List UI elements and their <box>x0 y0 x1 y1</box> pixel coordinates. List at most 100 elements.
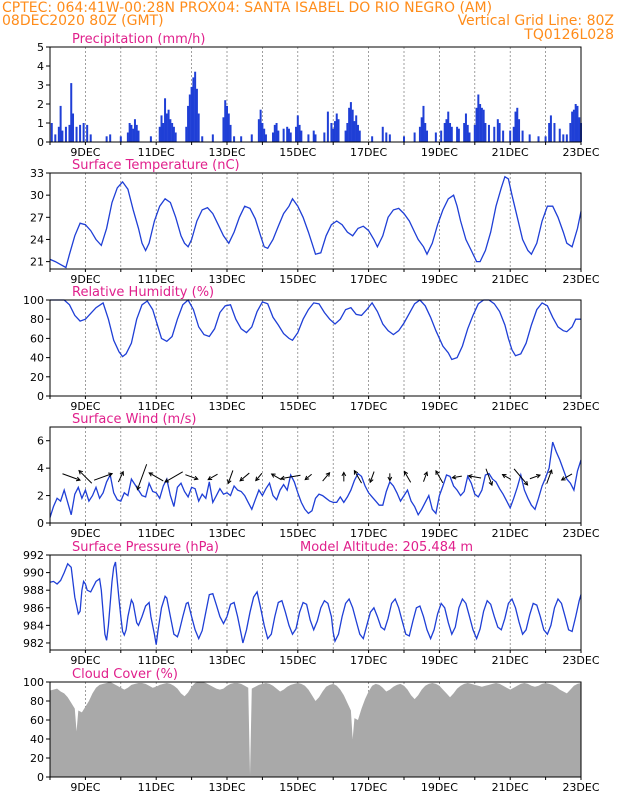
precipitation-bar <box>194 71 197 142</box>
precipitation-bar <box>449 123 452 142</box>
precipitation-bar <box>82 123 85 142</box>
precipitation-bar <box>135 124 138 142</box>
wind-frame <box>49 426 582 524</box>
temperature-x-tick-label: 11DEC <box>138 273 175 286</box>
precipitation-bar <box>466 124 469 142</box>
precipitation-bar <box>413 132 416 142</box>
precipitation-bar <box>64 126 67 142</box>
wind-x-tick-label: 19DEC <box>421 527 458 540</box>
wind-arrow <box>501 473 512 480</box>
precipitation-bar <box>464 113 467 142</box>
precipitation-bar <box>463 123 466 142</box>
precipitation-bar <box>119 136 122 142</box>
precipitation-bar <box>61 130 64 142</box>
precipitation-bar <box>233 136 236 142</box>
model-altitude: Model Altitude: 205.484 m <box>300 540 473 555</box>
temperature-panel: 21 24 27 30 33 9DEC 11DEC 13DEC 15DEC 17DEC 19DEC 2… <box>30 167 600 286</box>
precipitation-bar <box>187 105 190 142</box>
precipitation-bar <box>326 111 329 142</box>
temperature-x-tick-label: 23DEC <box>562 273 599 286</box>
precipitation-bar <box>502 130 505 142</box>
precipitation-bar <box>477 94 480 142</box>
precipitation-bar <box>576 105 579 142</box>
precipitation-bar <box>544 136 547 142</box>
cloud-cover-x-tick-label: 19DEC <box>421 781 458 794</box>
precipitation-bar <box>109 134 112 142</box>
wind-arrow <box>560 473 573 481</box>
pressure-x-tick-label: 23DEC <box>562 654 599 667</box>
wind-arrow <box>513 468 529 486</box>
humidity-x-tick-label: 15DEC <box>279 400 316 413</box>
humidity-y-tick-label: 40 <box>30 352 44 365</box>
precipitation-bar <box>332 128 335 142</box>
precipitation-bar <box>257 119 260 142</box>
precipitation-bar <box>353 121 356 142</box>
pressure-y-tick-label: 982 <box>23 637 44 650</box>
precipitation-bar <box>167 109 170 142</box>
precipitation-bar <box>277 130 280 142</box>
precipitation-bar <box>295 126 298 142</box>
wind-arrow <box>322 471 331 482</box>
precipitation-bar <box>130 124 133 142</box>
precipitation-bar <box>348 107 351 142</box>
precipitation-x-tick-label: 11DEC <box>138 146 175 159</box>
precipitation-bar <box>126 132 129 142</box>
precipitation-bar <box>149 136 152 142</box>
precipitation-bar <box>574 104 577 142</box>
precipitation-bar <box>128 123 131 142</box>
precipitation-bar <box>548 123 551 142</box>
precipitation-x-tick-label: 9DEC <box>70 146 100 159</box>
temperature-title: Surface Temperature (nC) <box>72 158 240 173</box>
precipitation-bar <box>479 104 482 142</box>
precipitation-bar <box>516 107 519 142</box>
precipitation-bar <box>229 124 232 142</box>
temperature-x-tick-label: 13DEC <box>208 273 245 286</box>
wind-arrow <box>148 472 164 482</box>
wind-x-tick-label: 13DEC <box>208 527 245 540</box>
cloud-cover-title: Cloud Cover (%) <box>72 667 178 682</box>
wind-arrow <box>353 469 363 484</box>
humidity-x-tick-label: 9DEC <box>70 400 100 413</box>
precipitation-y-tick-label: 0 <box>37 136 44 149</box>
precipitation-bar <box>137 130 140 142</box>
precipitation-bar <box>160 115 163 142</box>
precipitation-bar <box>57 126 60 142</box>
wind-arrow <box>387 473 393 482</box>
precipitation-bar <box>172 126 175 142</box>
precipitation-bar <box>473 124 476 142</box>
cloud-cover-y-tick-label: 0 <box>37 771 44 784</box>
pressure-x-tick-label: 15DEC <box>279 654 316 667</box>
precipitation-bar <box>528 134 531 142</box>
wind-arrow <box>423 471 429 482</box>
precipitation-bar <box>164 98 167 142</box>
precipitation-x-tick-label: 19DEC <box>421 146 458 159</box>
plot-area: 0 1 2 3 4 5 9DEC 11DEC 13DEC 15DEC 17DEC 19DEC 21DEC… <box>23 41 600 794</box>
precipitation-bar <box>335 113 338 142</box>
precipitation-bar <box>493 126 496 142</box>
pressure-y-tick-label: 990 <box>23 567 44 580</box>
precipitation-title: Precipitation (mm/h) <box>72 32 205 47</box>
precipitation-bar <box>424 123 427 142</box>
precipitation-bar <box>72 113 75 142</box>
pressure-y-tick-label: 988 <box>23 584 44 597</box>
precipitation-x-tick-label: 17DEC <box>350 146 387 159</box>
precipitation-bar <box>482 109 485 142</box>
precipitation-bar <box>312 130 315 142</box>
precipitation-y-tick-label: 1 <box>37 117 44 130</box>
precipitation-bar <box>447 111 450 142</box>
wind-panel: 0 2 4 6 9DEC 11DEC 13DEC 15DEC 17DEC 19DEC 21DEC 23… <box>37 426 600 540</box>
humidity-x-tick-label: 23DEC <box>562 400 599 413</box>
cloud-cover-x-tick-label: 23DEC <box>562 781 599 794</box>
precipitation-bar <box>565 134 568 142</box>
wind-arrow <box>207 473 218 481</box>
precipitation-bar <box>287 128 290 142</box>
temperature-x-tick-label: 9DEC <box>70 273 100 286</box>
temperature-y-tick-label: 27 <box>30 211 44 224</box>
temperature-y-tick-label: 30 <box>30 189 44 202</box>
precipitation-bar <box>226 105 228 142</box>
precipitation-bar <box>54 134 57 142</box>
precipitation-bar <box>346 123 349 142</box>
cloud-cover-x-tick-label: 21DEC <box>492 781 529 794</box>
cloud-cover-panel: 0 20 40 60 80 100 9DEC 11DEC 13DEC 15DEC 17DEC 19DE… <box>23 676 600 794</box>
precipitation-bar <box>443 123 446 142</box>
